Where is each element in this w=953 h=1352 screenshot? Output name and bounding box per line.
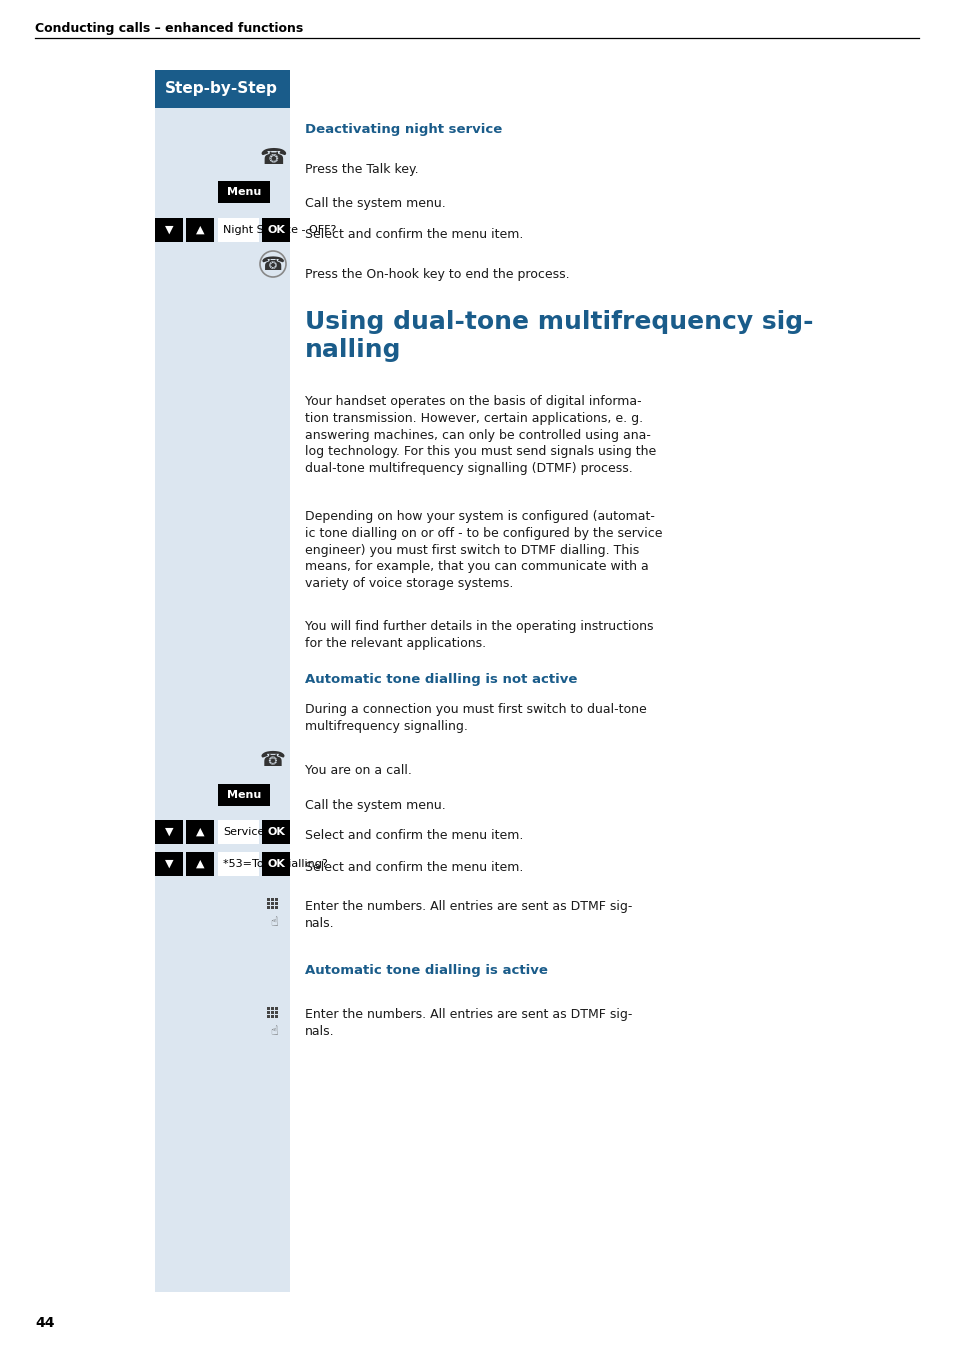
Bar	[267, 1015, 270, 1018]
Text: Select and confirm the menu item.: Select and confirm the menu item.	[305, 829, 523, 842]
Bar	[186, 852, 213, 876]
Text: Enter the numbers. All entries are sent as DTMF sig-
nals.: Enter the numbers. All entries are sent …	[305, 900, 632, 930]
Text: Enter the numbers. All entries are sent as DTMF sig-
nals.: Enter the numbers. All entries are sent …	[305, 1009, 632, 1038]
Text: Call the system menu.: Call the system menu.	[305, 799, 445, 813]
Bar	[262, 218, 290, 242]
Text: 44: 44	[35, 1315, 54, 1330]
Text: Select and confirm the menu item.: Select and confirm the menu item.	[305, 861, 523, 873]
Bar	[274, 898, 277, 900]
Bar	[154, 218, 183, 242]
Bar	[271, 1015, 274, 1018]
Text: Using dual-tone multifrequency sig-
nalling: Using dual-tone multifrequency sig- nall…	[305, 310, 813, 362]
Text: ▲: ▲	[195, 224, 204, 235]
Text: *53=Tone dialling?: *53=Tone dialling?	[223, 859, 328, 869]
Text: OK: OK	[267, 224, 285, 235]
Text: OK: OK	[267, 859, 285, 869]
Text: ☎: ☎	[260, 750, 286, 771]
Bar	[186, 821, 213, 844]
Bar	[218, 784, 270, 806]
Text: ▼: ▼	[165, 827, 173, 837]
Text: Menu: Menu	[227, 790, 261, 800]
Text: During a connection you must first switch to dual-tone
multifrequency signalling: During a connection you must first switc…	[305, 703, 646, 733]
Text: Depending on how your system is configured (automat-
ic tone dialling on or off : Depending on how your system is configur…	[305, 510, 661, 591]
Bar	[274, 902, 277, 904]
Text: Step-by-Step: Step-by-Step	[165, 81, 277, 96]
Text: ▼: ▼	[165, 859, 173, 869]
Text: ☝: ☝	[270, 1025, 277, 1038]
Bar	[271, 902, 274, 904]
Text: Automatic tone dialling is active: Automatic tone dialling is active	[305, 964, 547, 977]
Bar	[271, 1011, 274, 1014]
Text: Call the system menu.: Call the system menu.	[305, 197, 445, 210]
Bar	[267, 898, 270, 900]
Bar	[262, 852, 290, 876]
Text: ☎: ☎	[259, 147, 287, 168]
Bar	[186, 218, 213, 242]
Text: Press the Talk key.: Press the Talk key.	[305, 164, 418, 176]
Text: ▲: ▲	[195, 859, 204, 869]
Bar	[218, 852, 258, 876]
Text: Service?: Service?	[223, 827, 270, 837]
Bar	[274, 1007, 277, 1010]
Bar	[267, 1011, 270, 1014]
Bar	[218, 218, 258, 242]
Bar	[154, 70, 290, 1293]
Text: ▲: ▲	[195, 827, 204, 837]
Bar	[154, 821, 183, 844]
Text: ☎: ☎	[260, 254, 285, 273]
Bar	[267, 906, 270, 909]
Text: Automatic tone dialling is not active: Automatic tone dialling is not active	[305, 673, 577, 685]
Text: You are on a call.: You are on a call.	[305, 764, 412, 777]
Text: ☝: ☝	[270, 917, 277, 929]
Text: OK: OK	[267, 827, 285, 837]
Text: ▼: ▼	[165, 224, 173, 235]
Bar	[274, 906, 277, 909]
Text: Conducting calls – enhanced functions: Conducting calls – enhanced functions	[35, 22, 303, 35]
Bar	[274, 1011, 277, 1014]
Text: You will find further details in the operating instructions
for the relevant app: You will find further details in the ope…	[305, 621, 653, 650]
Text: Press the On-hook key to end the process.: Press the On-hook key to end the process…	[305, 268, 569, 281]
Bar	[267, 902, 270, 904]
Bar	[271, 1007, 274, 1010]
Bar	[271, 898, 274, 900]
Bar	[154, 70, 290, 108]
Bar	[218, 821, 258, 844]
Bar	[218, 181, 270, 203]
Bar	[154, 852, 183, 876]
Text: Deactivating night service: Deactivating night service	[305, 123, 501, 137]
Bar	[274, 1015, 277, 1018]
Bar	[262, 821, 290, 844]
Text: Select and confirm the menu item.: Select and confirm the menu item.	[305, 228, 523, 241]
Bar	[267, 1007, 270, 1010]
Text: Menu: Menu	[227, 187, 261, 197]
Bar	[271, 906, 274, 909]
Text: Your handset operates on the basis of digital informa-
tion transmission. Howeve: Your handset operates on the basis of di…	[305, 395, 656, 475]
Text: Night Service - OFF?: Night Service - OFF?	[223, 224, 336, 235]
